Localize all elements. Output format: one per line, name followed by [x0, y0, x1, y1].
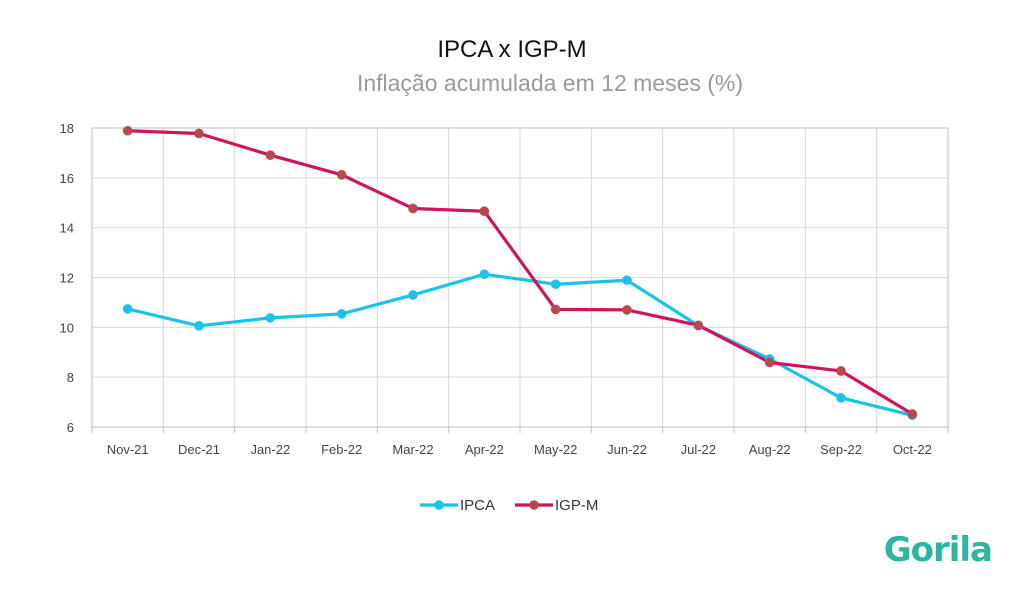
data-point-igp-m: [122, 125, 133, 136]
data-point-igp-m: [550, 304, 561, 315]
x-tick-label: Sep-22: [820, 442, 862, 457]
data-point-igp-m: [622, 305, 632, 315]
legend-label-ipca: IPCA: [460, 497, 495, 514]
gorila-logo: Gorila: [883, 530, 993, 570]
y-tick-label: 10: [60, 320, 74, 335]
x-tick-label: Mar-22: [392, 442, 433, 457]
x-tick-label: Nov-21: [107, 442, 149, 457]
x-tick-label: Dec-21: [178, 442, 220, 457]
data-point-ipca: [336, 309, 347, 319]
y-tick-label: 6: [67, 420, 74, 435]
grid: [92, 127, 948, 427]
data-point-ipca: [479, 269, 490, 280]
data-point-igp-m: [408, 203, 418, 214]
x-tick-label: Apr-22: [465, 442, 504, 457]
data-point-ipca: [836, 393, 846, 403]
data-point-igp-m: [764, 357, 775, 368]
data-point-igp-m: [265, 150, 276, 160]
chart-subtitle: Inflação acumulada em 12 meses (%): [356, 70, 744, 96]
data-point-ipca: [122, 304, 133, 314]
legend: IPCA IGP-M: [420, 497, 598, 514]
axes: 6 8 10 12 14 16 18 Nov-21 Dec-21 Jan-22 Feb-22 Mar-…: [60, 121, 949, 457]
data-point-igp-m: [194, 128, 204, 139]
x-tick-label: Jun-22: [607, 442, 647, 457]
data-point-ipca: [265, 313, 276, 323]
y-tick-label: 8: [67, 370, 74, 385]
y-tick-label: 12: [60, 271, 74, 286]
x-tick-label: Aug-22: [749, 442, 791, 457]
legend-marker-igp-m: [529, 500, 539, 510]
x-tick-label: May-22: [534, 442, 577, 457]
x-tick-label: Oct-22: [893, 442, 932, 457]
y-tick-label: 18: [60, 121, 74, 136]
data-point-igp-m: [907, 409, 918, 419]
legend-label-igp-m: IGP-M: [555, 497, 598, 514]
x-tick-label: Jan-22: [250, 442, 290, 457]
data-point-ipca: [194, 321, 204, 331]
x-tick-label: Feb-22: [321, 442, 362, 457]
data-point-igp-m: [336, 170, 347, 180]
data-point-ipca: [408, 290, 418, 300]
chart-title: IPCA x IGP-M: [437, 36, 587, 63]
series: [122, 125, 918, 421]
data-point-igp-m: [693, 320, 704, 331]
x-tick-label: Jul-22: [681, 442, 716, 457]
y-tick-label: 16: [60, 171, 74, 186]
data-point-ipca: [550, 279, 561, 290]
series-line-igp-m: [126, 129, 914, 416]
data-point-igp-m: [479, 206, 490, 217]
data-point-ipca: [622, 275, 632, 286]
data-point-igp-m: [836, 366, 846, 376]
legend-marker-ipca: [434, 500, 444, 510]
y-tick-label: 14: [60, 221, 74, 236]
